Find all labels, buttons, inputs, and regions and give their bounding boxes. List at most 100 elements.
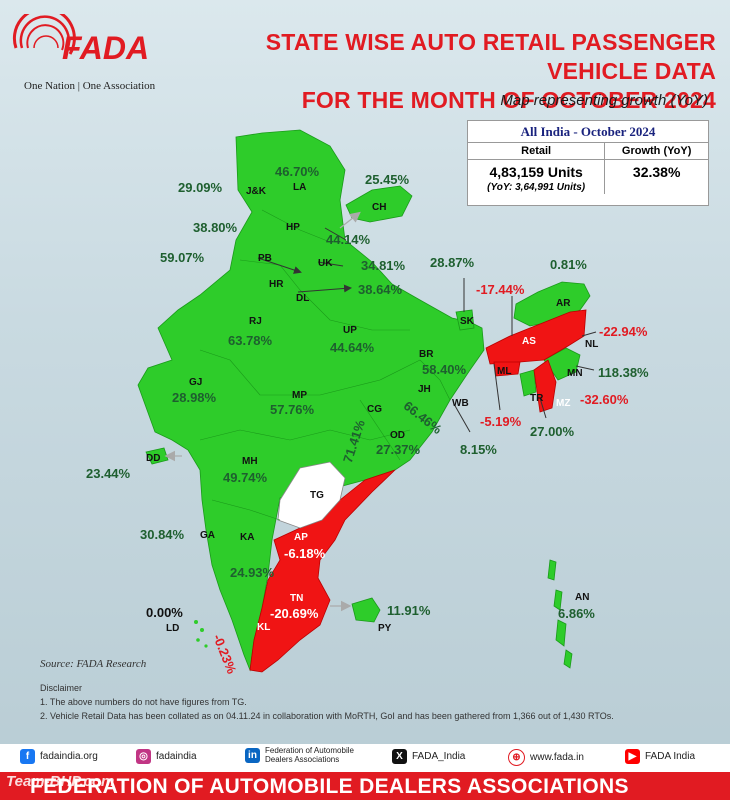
growth-nl: -22.94% — [599, 324, 648, 339]
state-code-sk: SK — [460, 316, 474, 327]
puducherry-callout — [351, 597, 381, 623]
state-code-ka: KA — [240, 532, 255, 543]
social-bar: f fadaindia.org ◎ fadaindia in Federatio… — [0, 744, 730, 772]
social-facebook[interactable]: f fadaindia.org — [20, 749, 98, 764]
globe-icon: ⊕ — [508, 749, 525, 766]
disclaimer-item-1: 1. The above numbers do not have figures… — [40, 697, 247, 707]
state-code-dd: DD — [146, 453, 161, 464]
disclaimer-item-2: 2. Vehicle Retail Data has been collated… — [40, 711, 614, 721]
all-india-summary-box: All India - October 2024 Retail Growth (… — [467, 120, 709, 206]
callout-lines — [257, 227, 597, 433]
state-code-tr: TR — [530, 393, 544, 404]
state-code-jh: JH — [418, 384, 431, 395]
instagram-icon: ◎ — [136, 749, 151, 764]
state-code-br: BR — [419, 349, 434, 360]
growth-mz: -32.60% — [580, 392, 629, 407]
growth-ka: 24.93% — [230, 565, 275, 580]
manipur-green — [543, 347, 581, 381]
state-code-cg: CG — [367, 404, 382, 415]
andaman-nicobar-islands — [547, 559, 573, 669]
facebook-label: fadaindia.org — [40, 751, 98, 762]
state-code-nl: NL — [585, 339, 599, 350]
telangana-no-data — [277, 461, 346, 529]
growth-br: 58.40% — [422, 362, 467, 377]
retail-previous-value: (YoY: 3,64,991 Units) — [487, 182, 586, 193]
northeast-green — [513, 281, 591, 327]
youtube-icon: ▶ — [625, 749, 640, 764]
growth-la: 46.70% — [275, 164, 320, 179]
state-code-ga: GA — [200, 530, 215, 541]
state-code-ar: AR — [556, 298, 571, 309]
growth-ld: 0.00% — [146, 605, 183, 620]
state-code-mz: MZ — [556, 398, 571, 409]
mizoram-red — [533, 359, 557, 413]
linkedin-label-line-1: Federation of Automobile — [265, 746, 354, 755]
state-code-ld: LD — [166, 623, 180, 634]
growth-value: 32.38% — [632, 164, 681, 180]
growth-uk: 34.81% — [361, 258, 406, 273]
growth-od: 27.37% — [376, 442, 421, 457]
state-code-py: PY — [378, 623, 392, 634]
fada-logo-mark: FADA — [12, 14, 149, 66]
growth-ar: 0.81% — [550, 257, 587, 272]
growth-tn: -20.69% — [270, 606, 319, 621]
growth-ml: -5.19% — [480, 414, 522, 429]
growth-ap: -6.18% — [284, 546, 326, 561]
lakshadweep-islands — [194, 620, 208, 648]
disclaimer: Disclaimer 1. The above numbers do not h… — [40, 681, 614, 723]
state-code-tg: TG — [310, 490, 324, 501]
growth-wb: 8.15% — [460, 442, 497, 457]
state-code-uk: UK — [318, 258, 333, 269]
all-india-heading: All India - October 2024 — [468, 121, 708, 143]
social-instagram[interactable]: ◎ fadaindia — [136, 749, 197, 764]
growth-hr: 59.07% — [160, 250, 205, 265]
state-code-wb: WB — [452, 398, 469, 409]
linkedin-icon: in — [245, 747, 260, 763]
state-code-ap: AP — [294, 532, 308, 543]
growth-dd: 23.44% — [86, 466, 131, 481]
title-line-2: FOR THE MONTH OF OCTOBER 2024 — [301, 87, 716, 113]
india-mainland-green — [137, 129, 485, 672]
social-website[interactable]: ⊕ www.fada.in — [508, 749, 584, 766]
social-x[interactable]: X FADA_India — [392, 749, 465, 764]
disclaimer-heading: Disclaimer — [40, 683, 83, 693]
footer-text: FEDERATION OF AUTOMOBILE DEALERS ASSOCIA… — [30, 775, 629, 798]
footer-banner: FEDERATION OF AUTOMOBILE DEALERS ASSOCIA… — [0, 772, 730, 800]
growth-tr: 27.00% — [530, 424, 575, 439]
retail-value: 4,83,159 Units — [489, 164, 583, 180]
website-label: www.fada.in — [530, 752, 584, 763]
social-youtube[interactable]: ▶ FADA India — [625, 749, 695, 764]
state-code-pb: PB — [258, 253, 272, 264]
instagram-label: fadaindia — [156, 751, 197, 762]
state-code-an: AN — [575, 592, 590, 603]
page-title: STATE WISE AUTO RETAIL PASSENGER VEHICLE… — [246, 28, 716, 115]
state-code-mh: MH — [242, 456, 258, 467]
growth-column-header: Growth (YoY) — [604, 143, 708, 160]
state-code-ch: CH — [372, 202, 387, 213]
state-code-ml: ML — [497, 366, 512, 377]
growth-sk: 28.87% — [430, 255, 475, 270]
growth-dl: 38.64% — [358, 282, 403, 297]
state-code-up: UP — [343, 325, 357, 336]
growth-an: 6.86% — [558, 606, 595, 621]
growth-rj: 63.78% — [228, 333, 273, 348]
state-code-dl: DL — [296, 293, 310, 304]
all-india-table: Retail Growth (YoY) 4,83,159 Units (YoY:… — [468, 143, 708, 194]
map-subtitle: Map representing growth (YoY) — [500, 92, 708, 109]
growth-ga: 30.84% — [140, 527, 185, 542]
state-code-jk: J&K — [246, 186, 267, 197]
x-icon: X — [392, 749, 407, 764]
state-code-la: LA — [293, 182, 307, 193]
fada-logo: FADA One Nation | One Association — [10, 14, 170, 94]
growth-py: 11.91% — [387, 603, 431, 618]
state-boundaries — [199, 209, 451, 521]
linkedin-label: Federation of Automobile Dealers Associa… — [265, 746, 354, 764]
watermark: Team-BHP.com — [6, 773, 115, 790]
state-code-mp: MP — [292, 390, 307, 401]
social-linkedin[interactable]: in Federation of Automobile Dealers Asso… — [245, 746, 354, 764]
source-note: Source: FADA Research — [40, 658, 147, 670]
state-code-hp: HP — [286, 222, 300, 233]
logo-wordmark: FADA — [62, 30, 149, 66]
